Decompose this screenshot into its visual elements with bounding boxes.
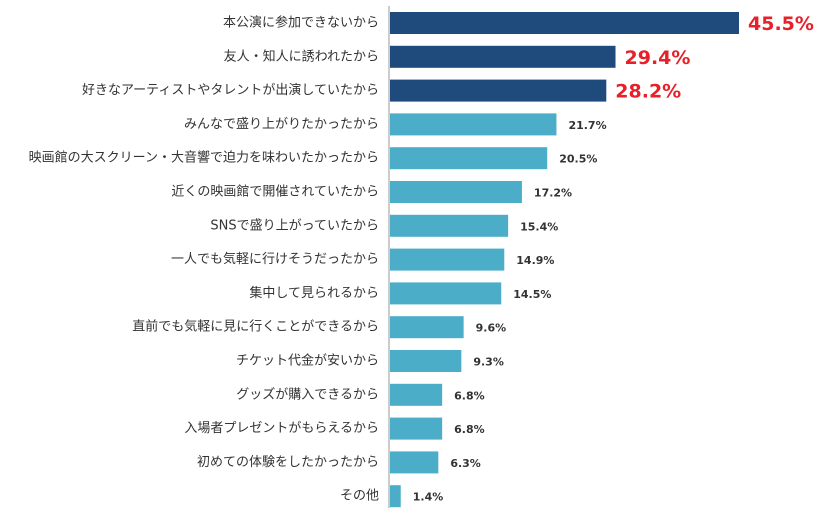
category-label: グッズが購入できるから <box>236 386 379 402</box>
value-label: 14.9% <box>516 254 554 267</box>
value-label: 20.5% <box>559 153 597 166</box>
category-label: 本公演に参加できないから <box>223 15 379 31</box>
value-label: 21.7% <box>568 119 606 132</box>
value-label: 28.2% <box>615 81 681 103</box>
category-label: 初めての体験をしたかったから <box>197 455 379 470</box>
value-label: 14.5% <box>513 288 551 301</box>
category-label: 好きなアーティストやタレントが出演していたから <box>82 82 379 98</box>
bar <box>390 417 443 440</box>
bar <box>390 45 616 68</box>
category-label: 集中して見られるから <box>249 285 379 301</box>
bar <box>390 350 462 372</box>
category-label: 近くの映画館で開催されていたから <box>171 185 379 200</box>
bar <box>390 181 522 203</box>
bar <box>390 113 557 136</box>
value-label: 17.2% <box>534 187 572 200</box>
bar <box>390 383 443 406</box>
value-label: 6.3% <box>450 457 481 470</box>
value-label: 9.3% <box>473 356 504 369</box>
value-label: 6.8% <box>454 423 485 436</box>
category-label: 入場者プレゼントがもらえるから <box>184 421 379 436</box>
category-label: 映画館の大スクリーン・大音響で迫力を味わいたかったから <box>29 150 379 166</box>
bar <box>390 316 464 339</box>
bar <box>390 12 739 34</box>
bar <box>390 147 548 170</box>
bar <box>390 451 439 474</box>
category-label: チケット代金が安いから <box>236 353 379 369</box>
category-label: その他 <box>340 489 379 504</box>
value-label: 29.4% <box>625 47 691 69</box>
value-label: 1.4% <box>413 491 444 504</box>
value-label: 9.6% <box>476 322 507 335</box>
bar <box>390 214 509 237</box>
bar <box>390 248 505 271</box>
category-label: SNSで盛り上がっていたから <box>210 218 379 233</box>
value-label: 45.5% <box>748 13 814 35</box>
bar <box>390 485 401 508</box>
category-label: 直前でも気軽に見に行くことができるから <box>132 319 379 335</box>
bar <box>390 79 607 102</box>
category-label: 友人・知人に誘われたから <box>224 48 379 64</box>
bars-layer: 本公演に参加できないから 45.5% 友人・知人に誘われたから 29.4% 好きなアーテ… <box>29 12 814 508</box>
value-label: 6.8% <box>454 389 485 402</box>
category-label: 一人でも気軽に行けそうだったから <box>171 251 379 267</box>
category-label: みんなで盛り上がりたかったから <box>184 117 379 132</box>
value-label: 15.4% <box>520 220 558 233</box>
bar <box>390 282 502 305</box>
